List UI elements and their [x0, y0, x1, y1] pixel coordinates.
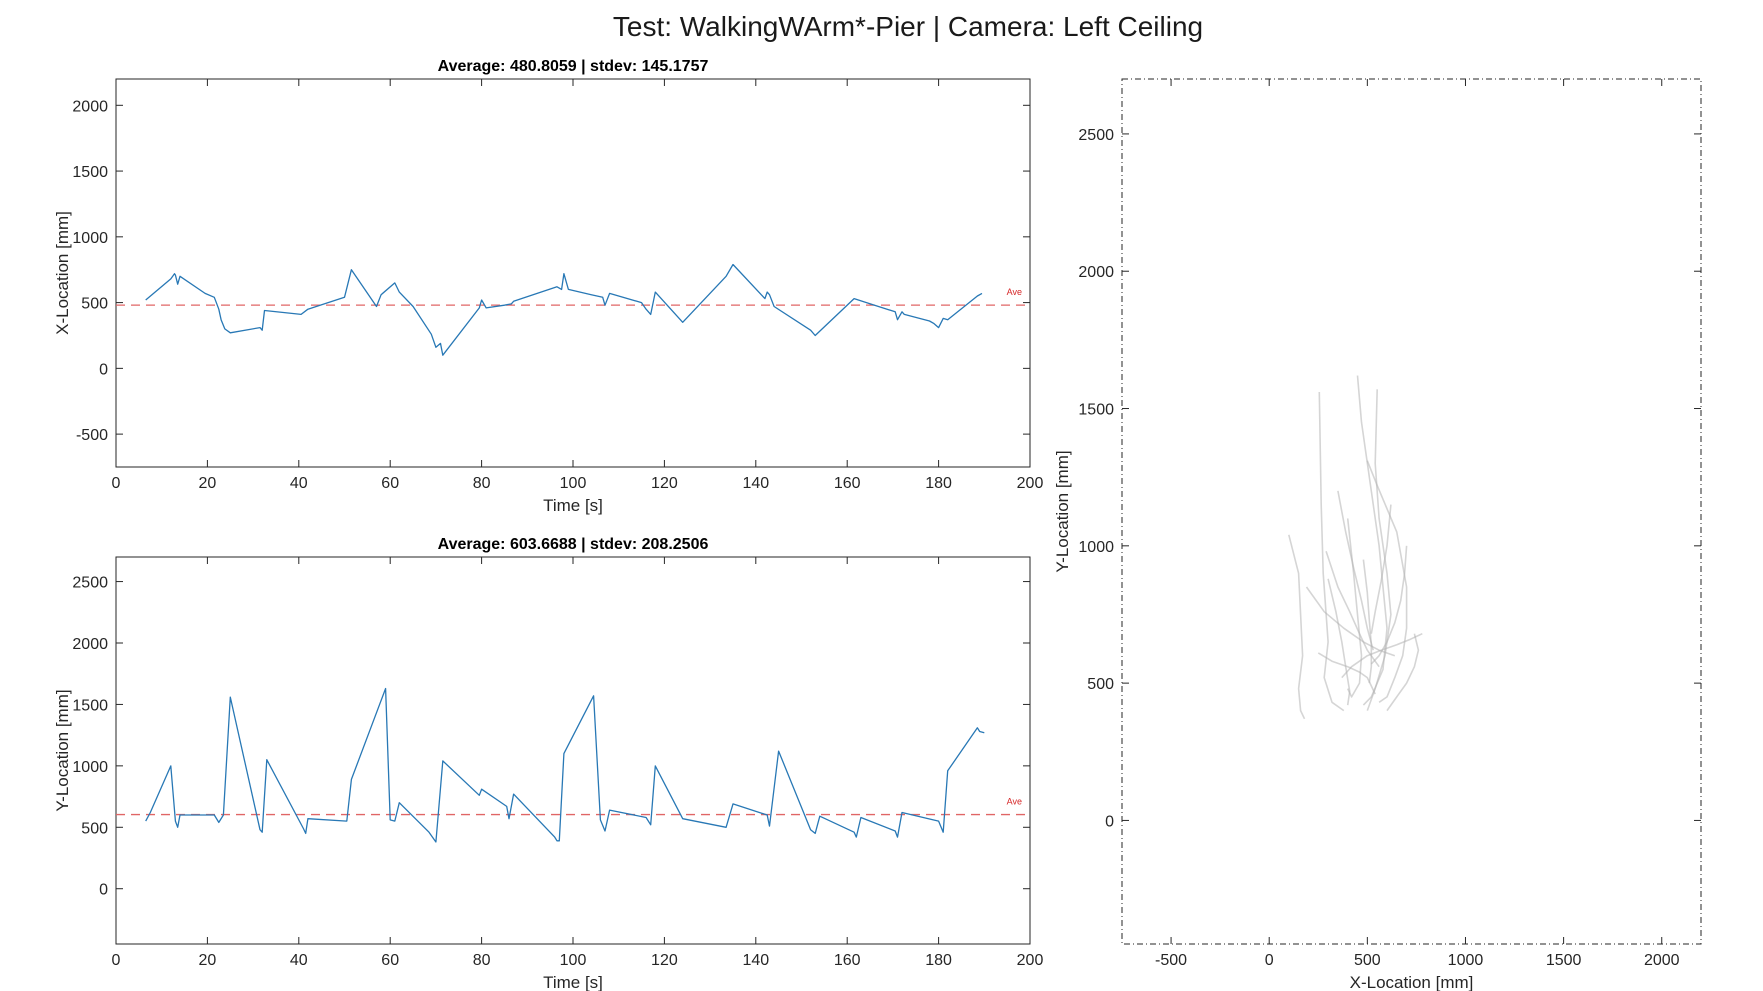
- average-label: Ave: [1007, 287, 1022, 297]
- y-tick-label: 1000: [72, 759, 108, 776]
- y-axis-label: Y-Location [mm]: [53, 689, 72, 811]
- x-tick-label: 80: [473, 952, 491, 969]
- y-tick-label: 1500: [1078, 402, 1114, 419]
- x-tick-label: 180: [925, 952, 952, 969]
- x-tick-label: 60: [381, 475, 399, 492]
- y-tick-label: 2000: [72, 98, 108, 115]
- axes-frame: [115, 78, 1031, 468]
- y-tick-label: 1500: [72, 697, 108, 714]
- xy-trajectory-chart: -500 0 500 1000 1500 2000 0 500 1000 1500 2000 2500…: [1053, 78, 1702, 991]
- y-axis-label: Y-Location [mm]: [1053, 450, 1072, 572]
- x-axis-label: Time [s]: [543, 973, 603, 991]
- x-tick-label: 40: [290, 952, 308, 969]
- trajectory-line: [1305, 586, 1396, 657]
- trajectory-line: [1341, 632, 1423, 679]
- y-tick-label: 500: [81, 820, 108, 837]
- trajectory-line: [1346, 518, 1363, 698]
- x-axis-label: X-Location [mm]: [1350, 973, 1474, 991]
- x-tick-label: 140: [742, 475, 769, 492]
- x-tick-label: 1500: [1546, 952, 1582, 969]
- x-tick-label: 160: [834, 475, 861, 492]
- x-tick-label: 160: [834, 952, 861, 969]
- x-tick-label: 100: [560, 952, 587, 969]
- trajectory-line: [1366, 389, 1392, 711]
- trajectory-line: [1370, 545, 1408, 665]
- x-tick-label: -500: [1155, 952, 1187, 969]
- x-tick-label: 100: [560, 475, 587, 492]
- average-label: Ave: [1007, 797, 1022, 807]
- trajectory-line: [1318, 391, 1345, 712]
- trajectory-line: [1366, 460, 1408, 703]
- x-tick-label: 2000: [1644, 952, 1680, 969]
- y-tick-label: 500: [1087, 676, 1114, 693]
- chart-title: Average: 603.6688 | stdev: 208.2506: [438, 536, 709, 553]
- x-tick-label: 0: [1265, 952, 1274, 969]
- x-tick-label: 0: [112, 952, 121, 969]
- x-tick-label: 20: [199, 475, 217, 492]
- y-tick-label: 2500: [72, 575, 108, 592]
- axes-frame: [115, 556, 1031, 945]
- y-tick-label: 0: [99, 882, 108, 899]
- trajectory-line: [1337, 490, 1374, 651]
- y-tick-label: 1000: [1078, 539, 1114, 556]
- series-line: [145, 687, 985, 843]
- x-tick-label: 1000: [1448, 952, 1484, 969]
- y-tick-label: 0: [1105, 813, 1114, 830]
- y-axis-label: X-Location [mm]: [53, 211, 72, 335]
- trajectory-line: [1317, 652, 1376, 695]
- trajectory-line: [1362, 559, 1373, 684]
- x-tick-label: 120: [651, 475, 678, 492]
- x-tick-label: 140: [742, 952, 769, 969]
- x-tick-label: 60: [381, 952, 399, 969]
- y-tick-label: -500: [76, 427, 108, 444]
- y-tick-label: 1500: [72, 164, 108, 181]
- x-location-vs-time-chart: 0 20 40 60 80 100 120 140 160 180 200 -500 0 500 1000 1…: [53, 58, 1043, 515]
- axes-frame: [1121, 78, 1702, 945]
- x-tick-label: 500: [1354, 952, 1381, 969]
- trajectory-line: [1288, 534, 1306, 720]
- trajectory-line: [1386, 633, 1420, 712]
- x-tick-label: 0: [112, 475, 121, 492]
- x-tick-label: 80: [473, 475, 491, 492]
- y-tick-label: 2000: [1078, 264, 1114, 281]
- figure-title: Test: WalkingWArm*-Pier | Camera: Left C…: [613, 11, 1203, 42]
- trajectory-line: [1325, 551, 1380, 668]
- x-tick-label: 20: [199, 952, 217, 969]
- y-tick-label: 2000: [72, 636, 108, 653]
- x-tick-label: 120: [651, 952, 678, 969]
- y-tick-label: 500: [81, 296, 108, 313]
- x-tick-label: 180: [925, 475, 952, 492]
- x-tick-label: 40: [290, 475, 308, 492]
- y-tick-label: 2500: [1078, 127, 1114, 144]
- x-tick-label: 200: [1017, 952, 1044, 969]
- x-axis-label: Time [s]: [543, 496, 603, 515]
- x-tick-label: 200: [1017, 475, 1044, 492]
- y-location-vs-time-chart: 0 20 40 60 80 100 120 140 160 180 2000500100015002…: [53, 536, 1043, 991]
- y-tick-label: 1000: [72, 230, 108, 247]
- trajectory-line: [1327, 578, 1351, 706]
- series-line: [145, 263, 983, 356]
- y-tick-label: 0: [99, 361, 108, 378]
- trajectory-line: [1370, 504, 1392, 634]
- chart-title: Average: 480.8059 | stdev: 145.1757: [438, 58, 709, 75]
